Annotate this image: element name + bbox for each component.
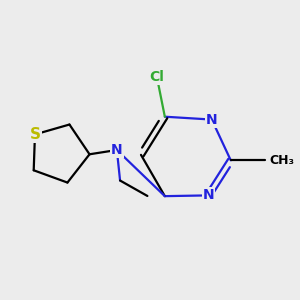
Text: N: N — [202, 188, 214, 203]
Text: Cl: Cl — [149, 70, 164, 83]
Text: N: N — [206, 112, 218, 127]
Text: N: N — [111, 143, 123, 157]
Text: CH₃: CH₃ — [269, 154, 294, 167]
Text: S: S — [29, 127, 40, 142]
